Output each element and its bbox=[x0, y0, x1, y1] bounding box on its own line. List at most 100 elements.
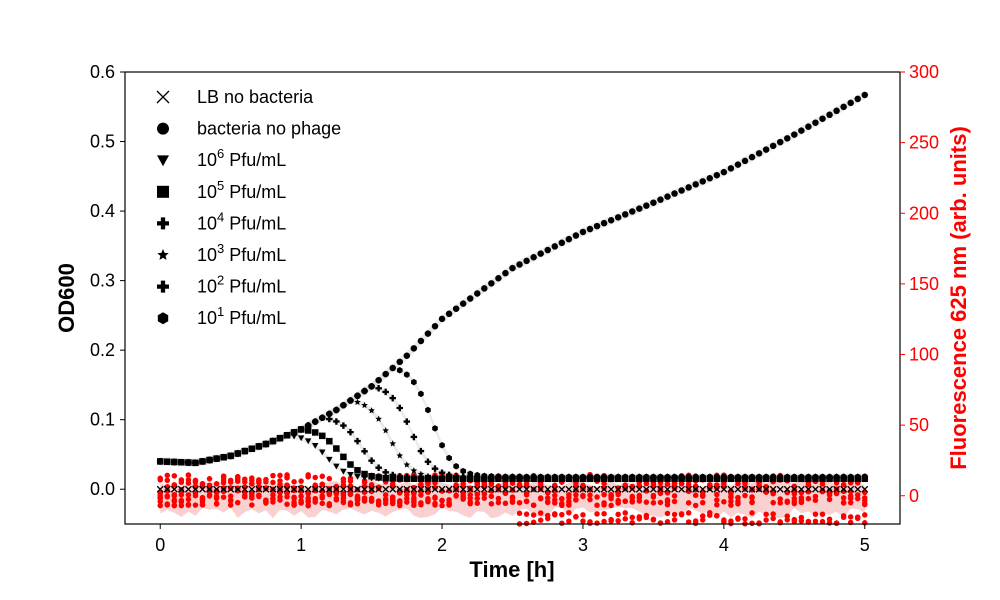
data-point bbox=[326, 437, 333, 445]
data-point bbox=[615, 473, 621, 480]
data-point bbox=[184, 485, 192, 493]
fluorescence-point bbox=[671, 511, 678, 518]
fluorescence-point bbox=[777, 519, 783, 525]
legend-label-exponent: 6 bbox=[217, 146, 224, 161]
data-point bbox=[537, 250, 544, 257]
fluorescence-point bbox=[552, 497, 558, 503]
fluorescence-point bbox=[319, 493, 326, 499]
fluorescence-point bbox=[826, 491, 833, 497]
fluorescence-point bbox=[263, 479, 269, 485]
data-point bbox=[340, 422, 347, 429]
legend-label-exponent: 1 bbox=[217, 304, 224, 319]
fluorescence-point bbox=[812, 497, 819, 504]
data-point bbox=[650, 473, 657, 480]
data-point bbox=[445, 310, 453, 318]
fluorescence-point bbox=[270, 472, 276, 479]
fluorescence-point bbox=[263, 498, 269, 504]
data-point bbox=[304, 438, 312, 445]
x-axis-title: Time [h] bbox=[469, 557, 554, 582]
data-point bbox=[776, 485, 784, 493]
x-tick-label: 2 bbox=[437, 535, 447, 555]
fluorescence-point bbox=[643, 499, 650, 505]
fluorescence-point bbox=[537, 481, 544, 488]
fluorescence-point bbox=[664, 501, 671, 508]
fluorescence-point bbox=[213, 500, 220, 507]
data-point bbox=[784, 135, 791, 142]
data-point bbox=[459, 485, 467, 493]
data-point bbox=[255, 485, 263, 493]
data-point bbox=[502, 269, 509, 277]
fluorescence-point bbox=[425, 495, 431, 502]
fluorescence-point bbox=[685, 510, 692, 516]
fluorescence-point bbox=[178, 479, 185, 486]
data-point bbox=[333, 418, 340, 425]
fluorescence-point bbox=[502, 481, 509, 488]
fluorescence-point bbox=[749, 520, 755, 526]
fluorescence-point bbox=[742, 516, 748, 522]
data-point bbox=[347, 428, 354, 436]
data-point bbox=[326, 415, 333, 423]
fluorescence-point bbox=[622, 498, 628, 505]
legend-label: bacteria no phage bbox=[197, 119, 341, 139]
data-point bbox=[431, 322, 439, 330]
data-point bbox=[361, 401, 368, 409]
data-point bbox=[389, 364, 396, 372]
data-point bbox=[714, 473, 720, 480]
data-point bbox=[333, 445, 340, 452]
fluorescence-point bbox=[368, 495, 375, 502]
data-point bbox=[580, 473, 586, 480]
data-point bbox=[812, 119, 819, 126]
data-point bbox=[826, 111, 833, 119]
data-point bbox=[607, 217, 615, 224]
data-point bbox=[861, 485, 869, 493]
fluorescence-point bbox=[594, 520, 600, 526]
x-tick-label: 0 bbox=[155, 535, 165, 555]
y2-tick-label: 0 bbox=[909, 486, 919, 506]
data-point bbox=[297, 485, 305, 493]
fluorescence-point bbox=[664, 510, 671, 517]
data-point bbox=[643, 473, 650, 480]
data-point bbox=[311, 429, 319, 436]
fluorescence-point bbox=[199, 480, 206, 487]
data-point bbox=[382, 485, 390, 493]
fluorescence-point bbox=[573, 492, 579, 498]
data-point bbox=[403, 418, 411, 425]
data-point bbox=[749, 473, 755, 480]
fluorescence-point bbox=[411, 484, 417, 491]
fluorescence-point bbox=[488, 481, 495, 487]
data-point bbox=[706, 473, 713, 480]
data-point bbox=[664, 193, 671, 200]
data-point bbox=[318, 485, 326, 493]
legend-label-base: 10 bbox=[197, 308, 217, 328]
fluorescence-point bbox=[601, 480, 607, 487]
fluorescence-point bbox=[234, 476, 241, 483]
fluorescence-point bbox=[242, 494, 248, 500]
fluorescence-point bbox=[530, 502, 537, 508]
fluorescence-point bbox=[629, 499, 636, 505]
fluorescence-point bbox=[206, 493, 213, 499]
data-point bbox=[699, 485, 707, 493]
data-point bbox=[819, 473, 826, 480]
fluorescence-point bbox=[721, 499, 727, 505]
legend-label-suffix: Pfu/mL bbox=[224, 182, 286, 202]
fluorescence-point bbox=[544, 495, 551, 501]
fluorescence-point bbox=[798, 494, 805, 501]
fluorescence-point bbox=[643, 480, 650, 487]
fluorescence-point bbox=[340, 490, 347, 497]
data-point bbox=[643, 202, 650, 209]
data-point bbox=[403, 352, 411, 359]
data-point bbox=[396, 404, 404, 412]
fluorescence-point bbox=[791, 500, 798, 507]
fluorescence-point bbox=[728, 493, 734, 500]
data-point bbox=[347, 461, 354, 468]
fluorescence-point bbox=[171, 498, 178, 505]
data-point bbox=[396, 452, 404, 459]
data-point bbox=[558, 485, 566, 493]
data-point bbox=[368, 472, 375, 480]
fluorescence-point bbox=[566, 492, 572, 498]
fluorescence-point bbox=[636, 516, 643, 522]
fluorescence-point bbox=[326, 501, 333, 507]
data-point bbox=[819, 115, 826, 122]
fluorescence-point bbox=[544, 499, 551, 506]
data-point bbox=[621, 485, 629, 493]
